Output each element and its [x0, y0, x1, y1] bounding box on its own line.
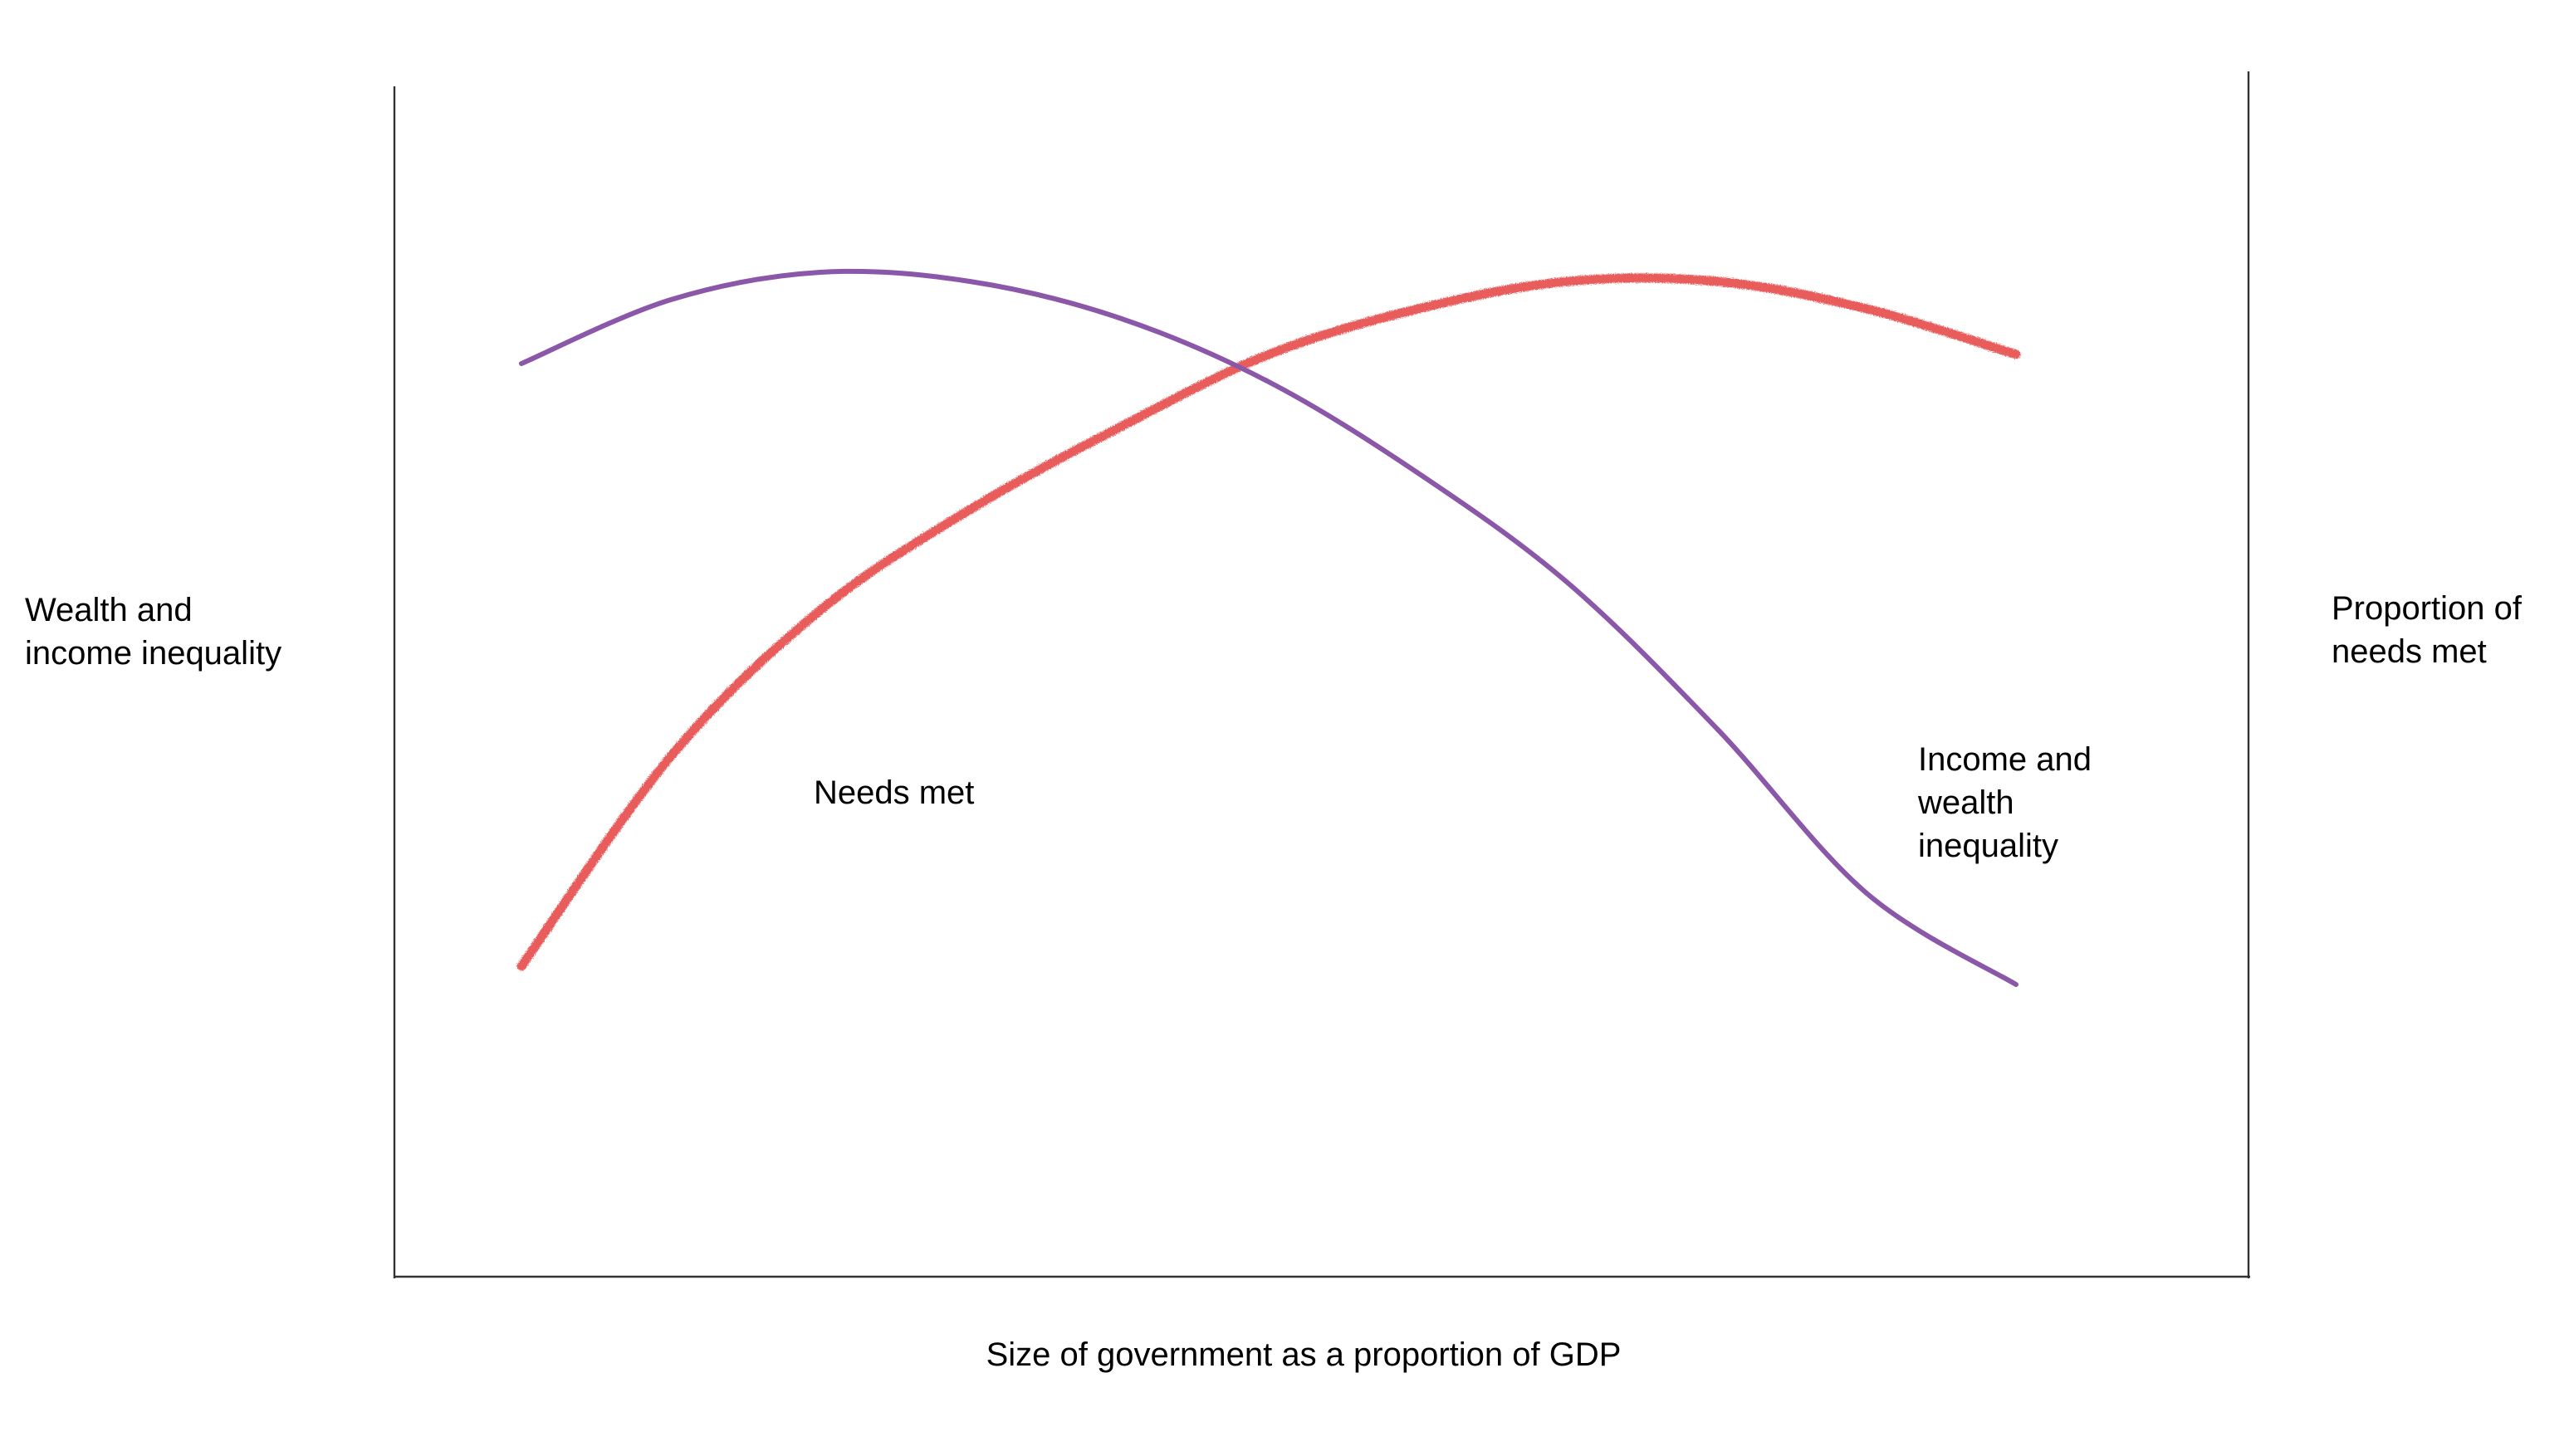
series-label-income-and-wealth-inequality-line-3: inequality — [1918, 828, 2058, 864]
series-label-needs-met: Needs met — [814, 774, 974, 811]
right-y-axis-label-line-1: Proportion of — [2332, 590, 2523, 627]
right-y-axis-label-line-2: needs met — [2332, 633, 2487, 670]
series-label-needs-met-line-1: Needs met — [814, 774, 974, 811]
left-y-axis-label-line-1: Wealth and — [25, 592, 193, 628]
x-axis-label: Size of government as a proportion of GD… — [986, 1336, 1622, 1373]
series-label-income-and-wealth-inequality-line-1: Income and — [1918, 741, 2092, 778]
series-layer — [516, 268, 2021, 987]
series-line-needs-met — [516, 273, 2021, 971]
left-y-axis-label-line-2: income inequality — [25, 635, 281, 672]
left-y-axis-label: Wealth and income inequality — [25, 592, 281, 672]
series-line-income-and-wealth-inequality — [519, 268, 2019, 987]
series-label-layer: Needs met Income and wealth inequality — [814, 741, 2092, 864]
right-y-axis-label: Proportion of needs met — [2332, 590, 2531, 670]
series-label-income-and-wealth-inequality-line-2: wealth — [1917, 784, 2014, 821]
series-label-income-and-wealth-inequality: Income and wealth inequality — [1917, 741, 2092, 864]
